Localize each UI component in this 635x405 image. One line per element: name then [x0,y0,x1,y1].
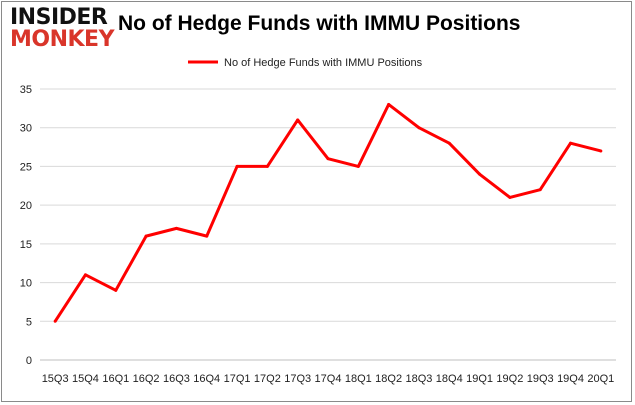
x-tick-label: 19Q4 [557,373,584,385]
y-tick-label: 5 [26,316,32,328]
legend-label: No of Hedge Funds with IMMU Positions [224,57,423,69]
data-point [417,126,421,130]
data-point [356,164,360,168]
data-point [144,234,148,238]
data-point [296,118,300,122]
x-tick-label: 17Q1 [224,373,251,385]
y-tick-label: 35 [20,84,32,96]
data-point [478,172,482,176]
x-tick-label: 17Q4 [315,373,342,385]
logo-monkey: MONKEY [10,27,115,52]
series-line [53,102,602,323]
y-tick-label: 0 [26,355,32,367]
data-point [538,188,542,192]
data-point [53,319,57,323]
data-point [387,102,391,106]
x-tick-label: 18Q1 [345,373,372,385]
logo-insider: INSIDER [10,5,108,30]
y-tick-label: 20 [20,200,32,212]
x-tick-label: 15Q3 [42,373,69,385]
data-point [508,195,512,199]
x-tick-label: 19Q2 [496,373,523,385]
x-tick-label: 16Q2 [133,373,160,385]
y-tick-label: 10 [20,278,32,290]
y-tick-label: 15 [20,239,32,251]
x-tick-label: 16Q1 [102,373,129,385]
data-point [235,164,239,168]
x-tick-label: 15Q4 [72,373,99,385]
x-tick-label: 17Q2 [254,373,281,385]
data-point [599,149,603,153]
data-point [326,157,330,161]
x-tick-label: 16Q3 [163,373,190,385]
data-point [447,141,451,145]
y-tick-label: 30 [20,123,32,135]
data-point [265,164,269,168]
data-point [174,226,178,230]
y-tick-label: 25 [20,161,32,173]
x-tick-label: 19Q3 [527,373,554,385]
x-tick-label: 18Q4 [436,373,463,385]
x-tick-label: 20Q1 [587,373,614,385]
x-tick-label: 16Q4 [193,373,220,385]
x-tick-label: 18Q3 [405,373,432,385]
data-point [114,288,118,292]
x-tick-label: 17Q3 [284,373,311,385]
data-point [569,141,573,145]
x-tick-label: 19Q1 [466,373,493,385]
data-point [83,273,87,277]
data-point [205,234,209,238]
x-tick-label: 18Q2 [375,373,402,385]
chart-title: No of Hedge Funds with IMMU Positions [118,12,521,35]
